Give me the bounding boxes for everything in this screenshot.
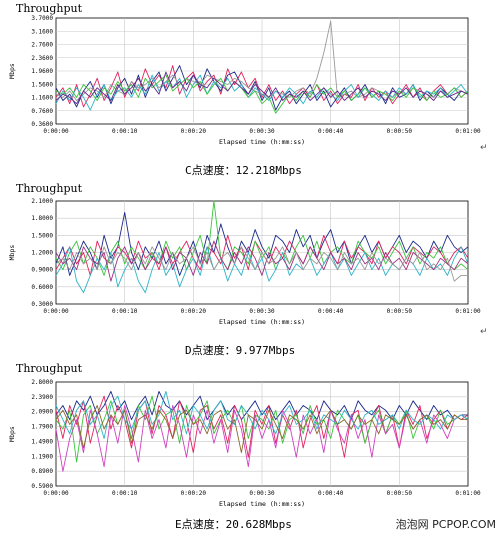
y-tick-label: 0.9000	[31, 267, 53, 274]
y-tick-label: 1.8000	[31, 215, 53, 222]
x-axis-title: Elapsed time (h:mm:ss)	[219, 138, 305, 146]
x-tick-label: 0:00:20	[181, 490, 207, 497]
series-line	[55, 211, 469, 276]
y-tick-label: 1.5000	[31, 232, 53, 239]
y-tick-label: 0.8900	[31, 468, 53, 475]
y-tick-label: 0.6000	[31, 284, 53, 291]
throughput-chart-c: 0.3600 0.7600 1.1600 1.5600 1.9600 2.3600 2.76…	[8, 15, 481, 146]
y-tick-label: 2.3900	[31, 394, 53, 401]
series-line	[55, 405, 468, 454]
chart-panel-c: Throughput 0.3600 0.7600 1.1600 1.5600 1.960…	[0, 2, 500, 177]
series-line	[55, 240, 469, 282]
chart-caption: E点速度：20.628Mbps	[175, 518, 292, 531]
y-tick-label: 1.7900	[31, 424, 53, 431]
x-tick-label: 0:00:10	[112, 128, 138, 135]
series-line	[55, 405, 469, 472]
series-line	[55, 74, 469, 114]
x-tick-label: 0:00:50	[387, 128, 413, 135]
x-axis-title: Elapsed time (h:mm:ss)	[219, 318, 305, 326]
series-line	[55, 71, 469, 105]
y-tick-label: 0.7600	[31, 108, 53, 115]
x-tick-label: 0:00:00	[43, 490, 69, 497]
throughput-chart-d: 0.3000 0.6000 0.9000 1.2000 1.5000 1.8000 2.10…	[8, 198, 481, 326]
y-axis-title: Mbps	[8, 63, 16, 79]
x-tick-label: 0:01:00	[455, 308, 481, 315]
throughput-chart-e: 0.5900 0.8900 1.1900 1.4900 1.7900 2.0900 2.39…	[8, 379, 481, 508]
y-tick-label: 1.4900	[31, 438, 53, 445]
chart-caption: C点速度：12.218Mbps	[185, 164, 302, 177]
y-tick-label: 0.3600	[31, 121, 53, 128]
y-tick-label: 1.1600	[31, 95, 53, 102]
x-tick-label: 0:00:30	[249, 128, 275, 135]
x-tick-label: 0:00:00	[43, 308, 69, 315]
x-tick-label: 0:00:50	[387, 308, 413, 315]
y-tick-label: 2.0900	[31, 409, 53, 416]
series-line	[55, 390, 468, 421]
y-tick-label: 2.8000	[31, 379, 53, 386]
y-tick-label: 0.3000	[31, 301, 53, 308]
return-mark: ↵	[480, 327, 488, 337]
x-tick-label: 0:00:20	[181, 128, 207, 135]
y-tick-label: 1.9600	[31, 68, 53, 75]
series-line	[55, 246, 468, 282]
y-tick-label: 1.1900	[31, 453, 53, 460]
x-tick-label: 0:01:00	[455, 128, 481, 135]
series-line	[55, 74, 469, 111]
chart-panel-d: Throughput 0.3000 0.6000 0.9000 1.2000 1.500…	[0, 182, 500, 357]
chart-panel-e: Throughput 0.5900 0.8900 1.1900 1.4900 1.790…	[0, 362, 500, 536]
y-axis-title: Mbps	[8, 245, 16, 261]
x-tick-label: 0:00:10	[112, 490, 138, 497]
y-tick-label: 2.3600	[31, 55, 53, 62]
return-mark: ↵	[480, 143, 488, 153]
x-tick-label: 0:00:30	[249, 308, 275, 315]
x-tick-label: 0:01:00	[455, 490, 481, 497]
watermark: 泡泡网 PCPOP.COM	[395, 518, 496, 531]
x-tick-label: 0:00:40	[318, 490, 344, 497]
x-tick-label: 0:00:00	[43, 128, 69, 135]
x-tick-label: 0:00:10	[112, 308, 138, 315]
x-tick-label: 0:00:40	[318, 128, 344, 135]
series-line	[55, 390, 469, 439]
x-tick-label: 0:00:50	[387, 490, 413, 497]
x-tick-label: 0:00:20	[181, 308, 207, 315]
y-tick-label: 3.7000	[31, 15, 53, 22]
y-tick-label: 2.7600	[31, 42, 53, 49]
y-tick-label: 3.1600	[31, 28, 53, 35]
y-axis-title: Mbps	[8, 426, 16, 442]
series-line	[55, 65, 469, 111]
x-axis-title: Elapsed time (h:mm:ss)	[219, 500, 305, 508]
y-tick-label: 2.1000	[31, 198, 53, 205]
chart-title: Throughput	[16, 182, 83, 195]
x-tick-label: 0:00:30	[249, 490, 275, 497]
chart-title: Throughput	[16, 362, 83, 375]
chart-caption: D点速度：9.977Mbps	[185, 344, 296, 357]
y-tick-label: 0.5900	[31, 483, 53, 490]
x-tick-label: 0:00:40	[318, 308, 344, 315]
y-tick-label: 1.5600	[31, 81, 53, 88]
chart-title: Throughput	[16, 2, 83, 15]
y-tick-label: 1.2000	[31, 250, 53, 257]
